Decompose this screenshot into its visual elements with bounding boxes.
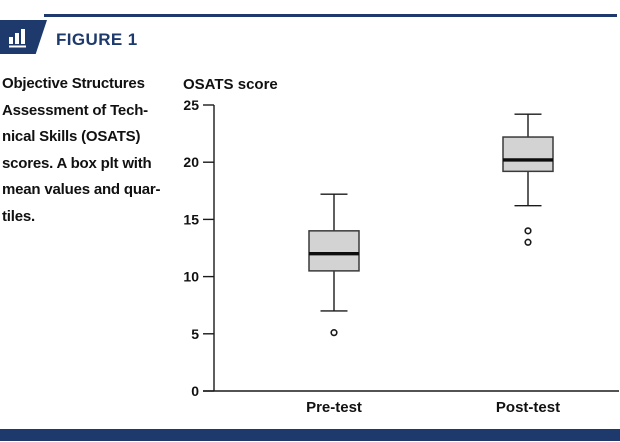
category-label-post-test: Post-test bbox=[496, 399, 560, 415]
osats-boxplot: OSATS score 0 5 10 15 20 25 Pre-test Post-test bbox=[180, 70, 620, 416]
caption-line: tiles. bbox=[2, 207, 35, 225]
figure-label: FIGURE 1 bbox=[56, 30, 138, 49]
header-rule bbox=[44, 14, 617, 17]
caption-line: Objective Structures bbox=[2, 75, 145, 92]
figure-caption: Objective Structures Assessment of Tech-… bbox=[2, 71, 182, 230]
category-label-pre-test: Pre-test bbox=[306, 399, 362, 415]
y-tick-label: 25 bbox=[183, 97, 199, 113]
y-tick-label: 5 bbox=[191, 326, 199, 342]
caption-line: mean values and quar- bbox=[2, 181, 161, 198]
outlier-point bbox=[330, 329, 338, 337]
outlier-point bbox=[524, 227, 532, 235]
footer-bar bbox=[0, 429, 620, 441]
iqr-box bbox=[308, 230, 360, 272]
boxplot-svg: OSATS score 0 5 10 15 20 25 Pre-test Post-test bbox=[183, 76, 619, 416]
boxplot-pre-test: Pre-test bbox=[306, 193, 362, 416]
boxplot-post-test: Post-test bbox=[496, 113, 560, 416]
y-tick-label: 15 bbox=[183, 211, 199, 227]
outlier-point bbox=[524, 238, 532, 246]
figure-badge bbox=[0, 20, 47, 54]
y-tick-label: 20 bbox=[183, 154, 199, 170]
chart-title: OSATS score bbox=[183, 76, 278, 93]
y-tick-label: 10 bbox=[183, 269, 199, 285]
caption-line: scores. A box plt with bbox=[2, 154, 152, 172]
y-tick-label: 0 bbox=[191, 383, 199, 399]
iqr-box bbox=[502, 136, 554, 173]
caption-line: Assessment of Tech- bbox=[2, 101, 148, 119]
caption-line: nical Skills (OSATS) bbox=[2, 128, 141, 145]
